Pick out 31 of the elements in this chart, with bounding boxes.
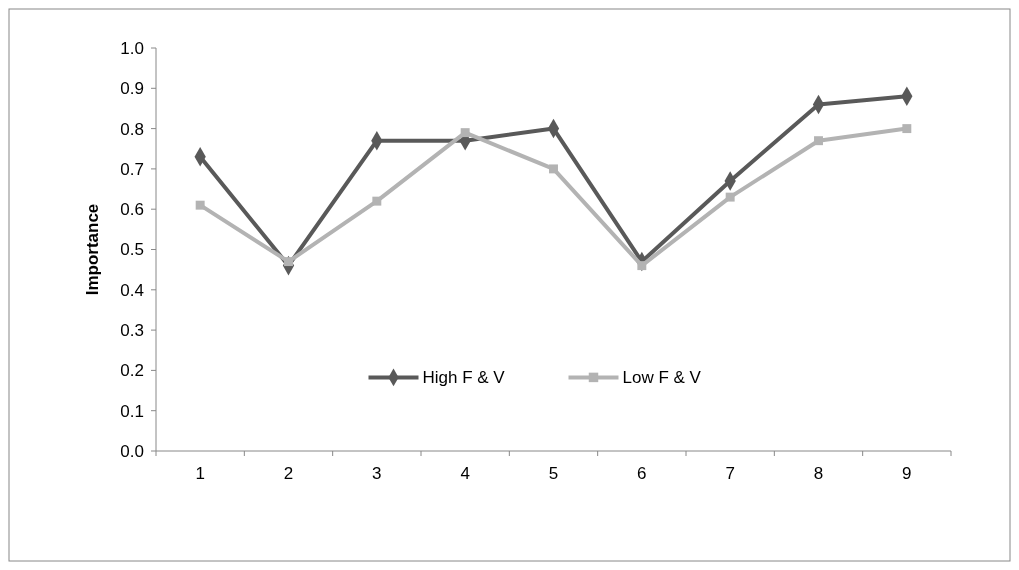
x-tick-label: 8 xyxy=(813,464,824,483)
y-tick-label: 0.6 xyxy=(120,200,144,220)
y-tick-label: 0.0 xyxy=(120,441,144,461)
point xyxy=(549,164,558,174)
x-tick-label: 5 xyxy=(548,464,559,483)
y-tick-label: 0.5 xyxy=(120,240,144,260)
point xyxy=(725,192,735,202)
y-tick-label: 0.7 xyxy=(120,159,144,179)
y-tick-label: 1.0 xyxy=(120,38,144,58)
point xyxy=(902,124,912,134)
y-tick-label: 0.9 xyxy=(120,79,144,99)
x-tick-label: 3 xyxy=(372,464,382,483)
y-tick-label: 0.1 xyxy=(120,401,144,421)
point xyxy=(195,200,205,210)
y-tick-label: 0.4 xyxy=(120,280,144,300)
y-tick-label: 0.2 xyxy=(120,361,144,381)
point xyxy=(814,136,823,146)
x-tick-label: 1 xyxy=(195,464,205,483)
point xyxy=(460,128,470,138)
x-tick-label: 9 xyxy=(902,464,912,483)
x-tick-label: 2 xyxy=(283,464,294,483)
x-tick-label: 4 xyxy=(460,464,470,483)
y-tick-label: 0.3 xyxy=(120,321,144,341)
legend-label: Low F & V xyxy=(622,368,702,388)
point xyxy=(372,196,382,206)
x-tick-label: 7 xyxy=(725,464,735,483)
legend-label: High F & V xyxy=(422,368,506,388)
x-tick-label: 6 xyxy=(637,464,647,483)
y-axis-title: Importance xyxy=(83,203,102,296)
point xyxy=(637,261,647,271)
y-tick-label: 0.8 xyxy=(120,119,144,139)
